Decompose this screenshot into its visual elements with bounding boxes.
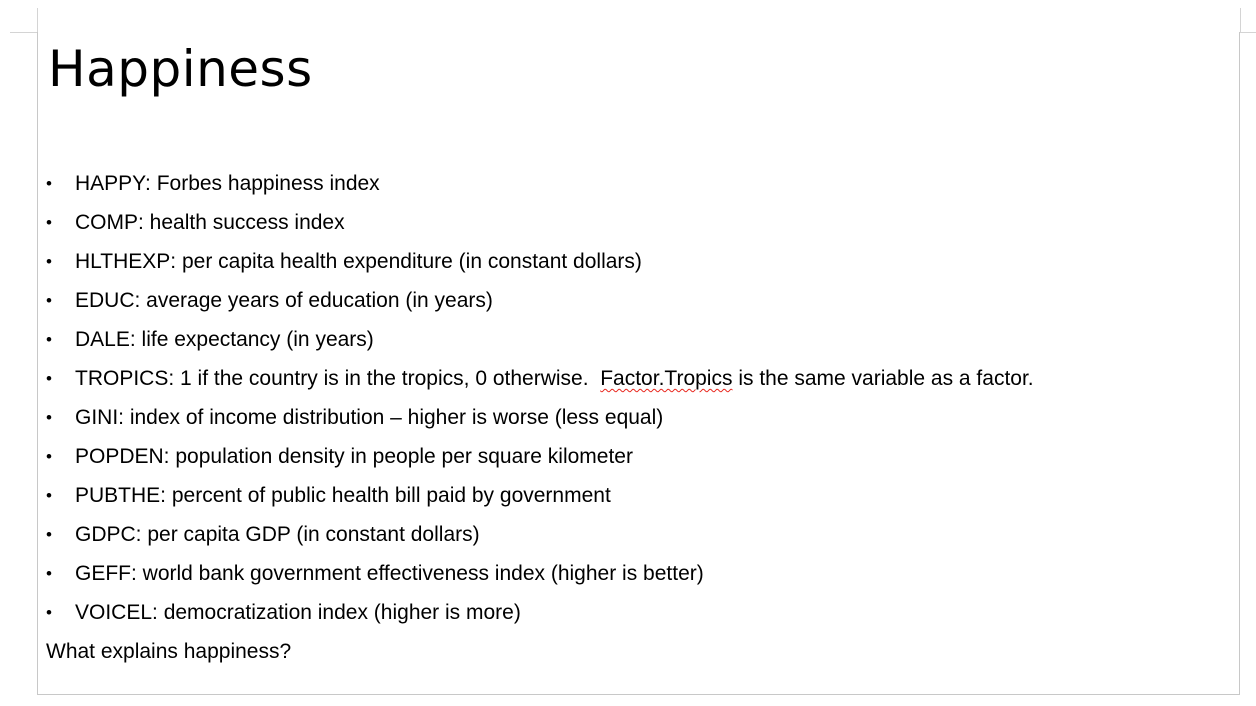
list-item[interactable]: • GEFF: world bank government effectiven… xyxy=(46,558,1241,597)
list-item[interactable]: • GDPC: per capita GDP (in constant doll… xyxy=(46,519,1241,558)
list-item[interactable]: • TROPICS: 1 if the country is in the tr… xyxy=(46,363,1241,402)
tropics-text-before: TROPICS: 1 if the country is in the trop… xyxy=(75,367,601,390)
bullet-text-comp: COMP: health success index xyxy=(75,211,345,234)
bullet-icon: • xyxy=(46,486,52,505)
bullet-text-happy: HAPPY: Forbes happiness index xyxy=(75,172,380,195)
list-item[interactable]: • HLTHEXP: per capita health expenditure… xyxy=(46,246,1241,285)
bullet-icon: • xyxy=(46,564,52,583)
spellcheck-flagged-word[interactable]: Factor.Tropics xyxy=(600,367,733,390)
bullet-icon: • xyxy=(46,174,52,193)
bullet-icon: • xyxy=(46,447,52,466)
list-item[interactable]: • EDUC: average years of education (in y… xyxy=(46,285,1241,324)
list-item[interactable]: • HAPPY: Forbes happiness index xyxy=(46,168,1241,207)
list-item[interactable]: • POPDEN: population density in people p… xyxy=(46,441,1241,480)
closing-question[interactable]: What explains happiness? xyxy=(46,640,292,663)
list-item[interactable]: • PUBTHE: percent of public health bill … xyxy=(46,480,1241,519)
tropics-text-after: is the same variable as a factor. xyxy=(732,367,1034,390)
list-item[interactable]: • GINI: index of income distribution – h… xyxy=(46,402,1241,441)
ruler-guide-right xyxy=(1240,8,1241,32)
bullet-text-dale: DALE: life expectancy (in years) xyxy=(75,328,374,351)
bullet-icon: • xyxy=(46,330,52,349)
list-item[interactable]: • VOICEL: democratization index (higher … xyxy=(46,597,1241,636)
bullet-text-geff: GEFF: world bank government effectivenes… xyxy=(75,562,704,585)
bullet-list[interactable]: • HAPPY: Forbes happiness index • COMP: … xyxy=(46,168,1241,636)
bullet-icon: • xyxy=(46,525,52,544)
slide-title[interactable]: Happiness xyxy=(48,40,313,98)
bullet-text-tropics: TROPICS: 1 if the country is in the trop… xyxy=(75,363,1034,395)
bullet-text-gini: GINI: index of income distribution – hig… xyxy=(75,406,664,429)
bullet-icon: • xyxy=(46,408,52,427)
bullet-icon: • xyxy=(46,291,52,310)
list-item[interactable]: • DALE: life expectancy (in years) xyxy=(46,324,1241,363)
bullet-icon: • xyxy=(46,369,52,388)
bullet-text-pubthe: PUBTHE: percent of public health bill pa… xyxy=(75,484,611,507)
list-item[interactable]: • COMP: health success index xyxy=(46,207,1241,246)
bullet-text-voicel: VOICEL: democratization index (higher is… xyxy=(75,601,521,624)
slide-canvas[interactable]: Happiness • HAPPY: Forbes happiness inde… xyxy=(37,32,1240,695)
ruler-guide-left xyxy=(37,8,38,32)
bullet-icon: • xyxy=(46,252,52,271)
bullet-text-gdpc: GDPC: per capita GDP (in constant dollar… xyxy=(75,523,480,546)
bullet-icon: • xyxy=(46,213,52,232)
bullet-text-popden: POPDEN: population density in people per… xyxy=(75,445,633,468)
bullet-text-educ: EDUC: average years of education (in yea… xyxy=(75,289,493,312)
bullet-icon: • xyxy=(46,603,52,622)
bullet-text-hlthexp: HLTHEXP: per capita health expenditure (… xyxy=(75,250,642,273)
